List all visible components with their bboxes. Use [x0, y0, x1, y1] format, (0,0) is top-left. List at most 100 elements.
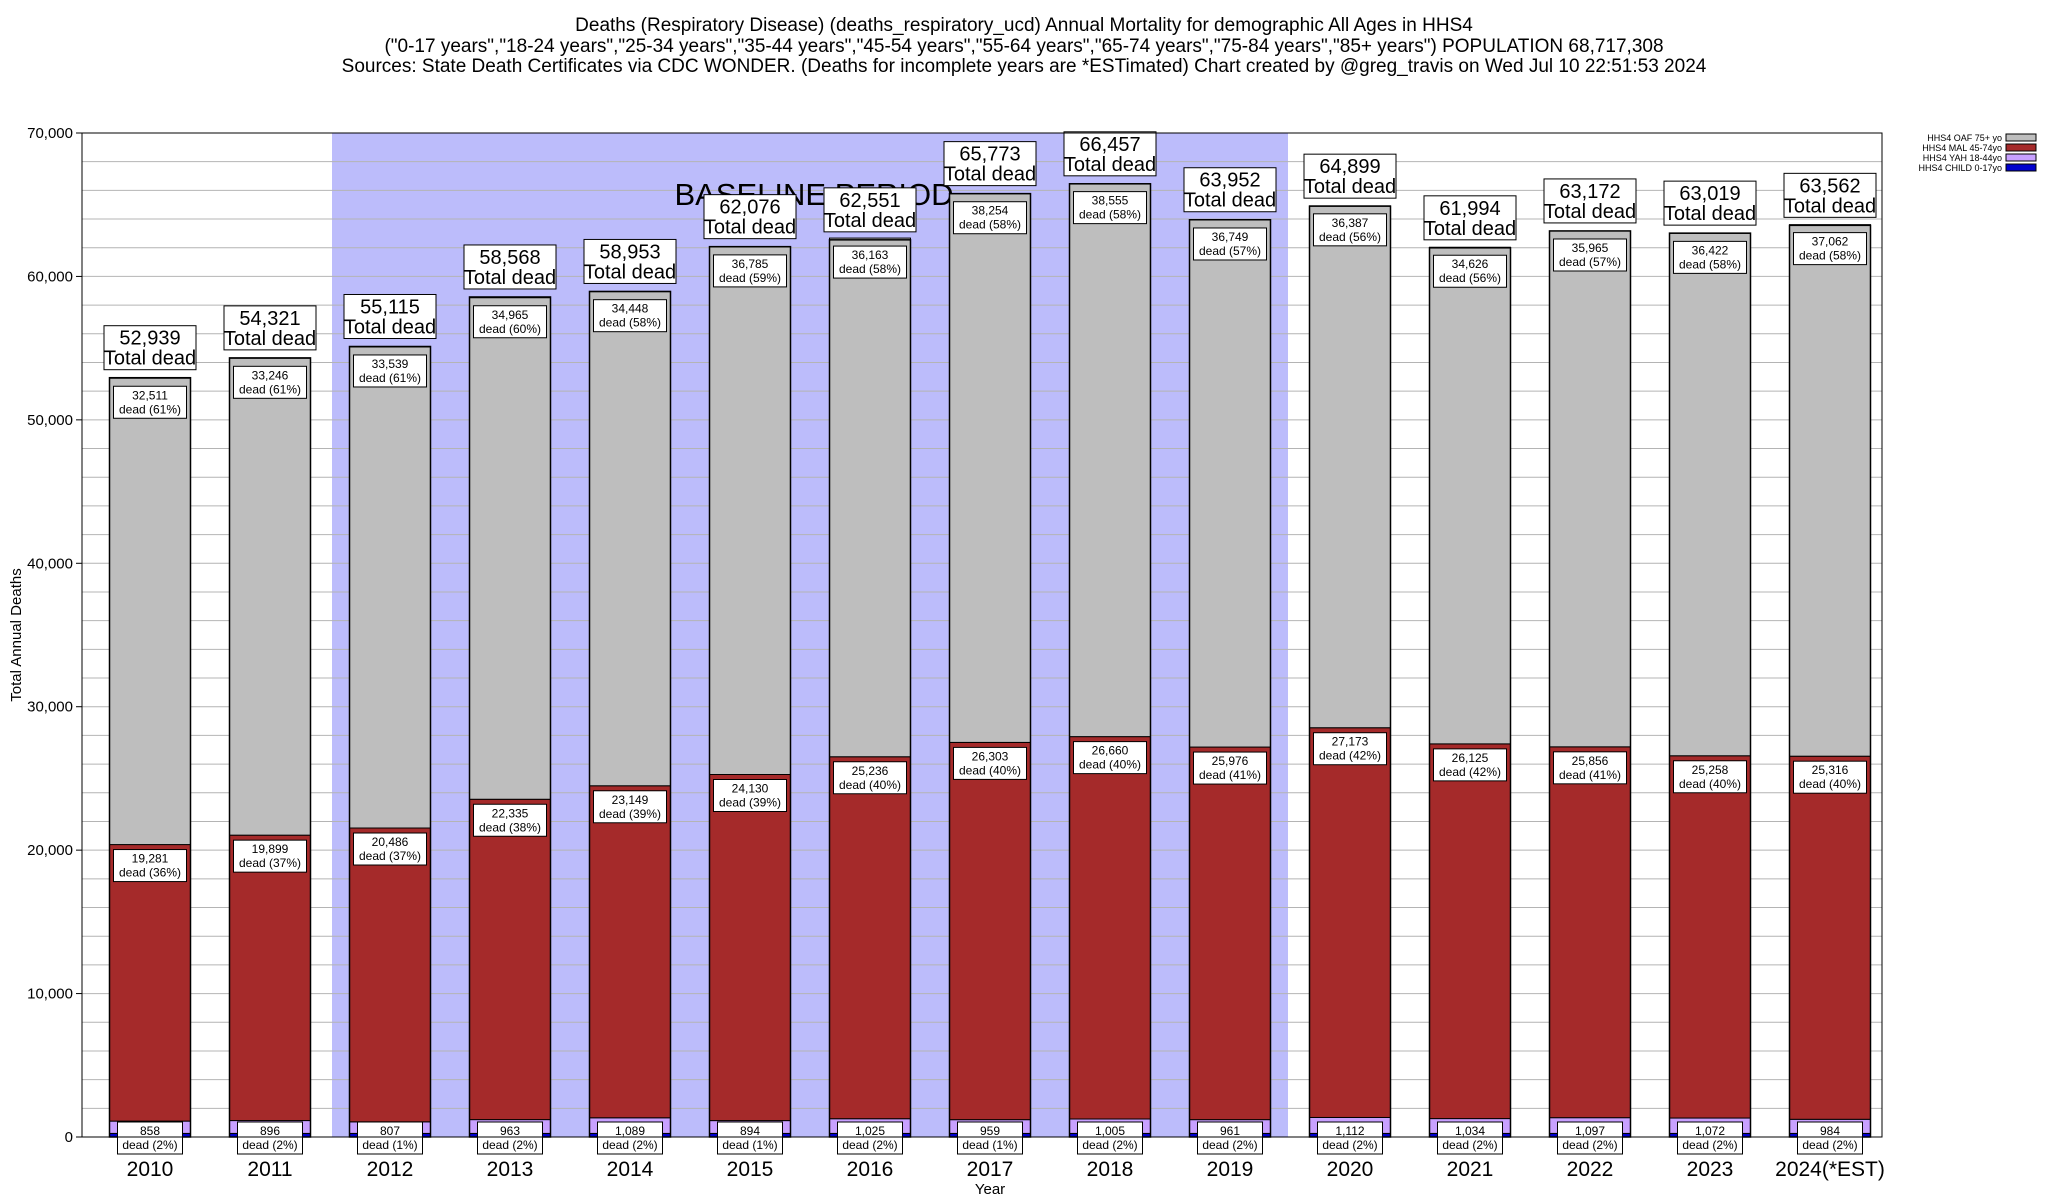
bar-segment-mal	[829, 756, 911, 1120]
segment-label-percent: dead (42%)	[1319, 749, 1381, 763]
segment-label-percent: dead (60%)	[479, 322, 541, 336]
segment-label-box	[353, 354, 427, 388]
segment-label-percent: dead (37%)	[239, 856, 301, 870]
total-label-value: 52,939	[119, 328, 180, 350]
segment-label-percent: dead (1%)	[962, 1138, 1017, 1152]
bar-segment-mal	[1789, 755, 1871, 1120]
total-label-box	[823, 187, 917, 233]
segment-label-value: 1,025	[855, 1124, 885, 1138]
x-tick-label: 2018	[1087, 1158, 1134, 1181]
total-label-box	[223, 305, 317, 351]
segment-label-percent: dead (41%)	[1199, 768, 1261, 782]
segment-label-value: 25,258	[1692, 763, 1729, 777]
segment-label-box	[1433, 254, 1507, 288]
segment-label-value: 34,626	[1452, 257, 1489, 271]
total-label-value: 55,115	[360, 296, 420, 318]
total-label-suffix: Total dead	[1784, 195, 1876, 217]
segment-label-value: 34,965	[492, 308, 529, 322]
segment-label-percent: dead (2%)	[1802, 1138, 1857, 1152]
segment-label-value: 22,335	[492, 806, 529, 820]
total-label-suffix: Total dead	[104, 348, 196, 370]
segment-label-box	[597, 1121, 663, 1155]
segment-label-box	[1553, 238, 1627, 272]
segment-label-value: 19,899	[252, 842, 289, 856]
segment-label-box	[1793, 232, 1867, 266]
segment-label-value: 33,246	[252, 368, 289, 382]
x-tick-label: 2023	[1687, 1158, 1734, 1181]
x-tick-label: 2016	[847, 1158, 894, 1181]
total-label-suffix: Total dead	[1184, 190, 1276, 212]
segment-label-value: 38,254	[972, 204, 1009, 218]
x-tick-label: 2021	[1447, 1158, 1494, 1181]
bar-segment-oaf	[1789, 224, 1871, 757]
x-tick-label: 2019	[1207, 1158, 1254, 1181]
bar-segment-mal	[709, 773, 791, 1122]
legend-label: HHS4 YAH 18-44yo	[1923, 153, 2002, 163]
y-tick-label: 70,000	[27, 125, 73, 142]
segment-label-box	[113, 849, 187, 883]
segment-label-value: 959	[980, 1124, 1000, 1138]
x-tick-label: 2013	[487, 1158, 534, 1181]
segment-label-percent: dead (2%)	[1082, 1138, 1137, 1152]
segment-label-percent: dead (2%)	[1442, 1138, 1497, 1152]
segment-label-value: 20,486	[372, 835, 409, 849]
y-tick-label: 20,000	[27, 842, 73, 859]
total-label-suffix: Total dead	[1544, 201, 1636, 223]
total-label-box	[1543, 178, 1637, 224]
segment-label-box	[953, 201, 1027, 235]
segment-label-box	[1433, 748, 1507, 782]
segment-label-percent: dead (2%)	[242, 1138, 297, 1152]
x-tick-label: 2020	[1327, 1158, 1374, 1181]
total-label-suffix: Total dead	[584, 261, 676, 283]
segment-label-percent: dead (61%)	[239, 382, 301, 396]
segment-label-percent: dead (56%)	[1319, 230, 1381, 244]
segment-label-value: 36,387	[1332, 216, 1369, 230]
segment-label-percent: dead (61%)	[119, 402, 181, 416]
segment-label-value: 807	[380, 1124, 400, 1138]
total-label-value: 63,562	[1799, 175, 1860, 197]
chart-title: Deaths (Respiratory Disease) (deaths_res…	[342, 15, 1707, 77]
bar-segment-mal	[1429, 743, 1511, 1120]
segment-label-percent: dead (58%)	[839, 262, 901, 276]
segment-label-value: 25,316	[1812, 763, 1849, 777]
segment-label-box	[233, 839, 307, 873]
segment-label-box	[1437, 1121, 1503, 1155]
total-label-value: 62,076	[719, 197, 780, 219]
bar-segment-oaf	[1549, 230, 1631, 748]
segment-label-value: 896	[260, 1124, 280, 1138]
bar-segment-oaf	[1069, 183, 1151, 738]
total-label-value: 58,568	[479, 247, 540, 269]
bar-segment-mal	[109, 844, 191, 1122]
total-label-box	[1783, 172, 1877, 218]
total-label-suffix: Total dead	[344, 316, 436, 338]
segment-label-percent: dead (42%)	[1439, 765, 1501, 779]
segment-label-value: 35,965	[1572, 241, 1609, 255]
bar-segment-mal	[349, 827, 431, 1123]
legend-swatch	[2005, 153, 2037, 162]
segment-label-value: 984	[1820, 1124, 1840, 1138]
segment-label-box	[357, 1121, 423, 1155]
